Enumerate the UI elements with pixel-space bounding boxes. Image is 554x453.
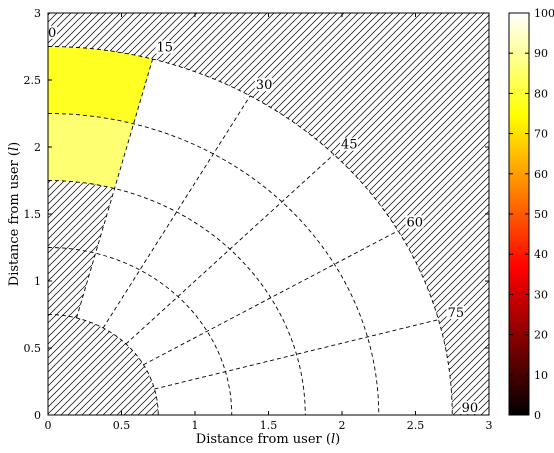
x-axis-title: Distance from user (l)	[196, 432, 340, 447]
angular-grid-line-3	[125, 154, 335, 345]
angle-label-45: 45	[341, 138, 358, 153]
y-tick-label: 0.5	[24, 342, 42, 355]
angular-grid-line-2	[102, 95, 251, 329]
angle-label-60: 60	[406, 215, 423, 230]
colorbar-tick-label: 20	[534, 329, 548, 342]
angle-label-bg-2	[254, 78, 273, 92]
angular-grid-line-4	[143, 230, 399, 366]
radial-grid-arc-4	[48, 46, 453, 415]
x-tick-label: 2.5	[407, 419, 425, 432]
colorbar-tick-label: 50	[534, 208, 548, 221]
angle-label-0: 0	[48, 26, 56, 41]
x-tick-label: 3	[486, 419, 493, 432]
angle-label-30: 30	[256, 78, 273, 93]
colorbar-tick-label: 40	[534, 248, 548, 261]
colorbar-tick-label: 100	[534, 7, 554, 20]
colorbar-tick-label: 80	[534, 87, 548, 100]
x-tick-label: 1	[192, 419, 199, 432]
colorbar-tick-label: 90	[534, 47, 548, 60]
x-tick-label: 0.5	[113, 419, 131, 432]
heatmap-cell-1	[48, 113, 134, 189]
angle-label-bg-5	[446, 305, 465, 319]
y-tick-label: 2.5	[24, 74, 42, 87]
angle-label-bg-4	[405, 215, 424, 229]
annulus-cells-15-90	[76, 59, 453, 415]
x-tick-label: 0	[45, 419, 52, 432]
angle-label-bg-6	[460, 401, 479, 414]
x-tick-label: 2	[339, 419, 346, 432]
colorbar-tick-label: 60	[534, 168, 548, 181]
angle-label-75: 75	[448, 306, 465, 321]
angle-label-15: 15	[157, 41, 174, 56]
y-tick-label: 1	[34, 275, 41, 288]
y-tick-label: 0	[34, 409, 41, 422]
y-tick-label: 3	[34, 7, 41, 20]
angle-label-bg-1	[155, 40, 174, 54]
x-tick-label: 1.5	[260, 419, 278, 432]
angle-label-90: 90	[462, 401, 479, 416]
heatmap-cell-0	[48, 46, 153, 124]
y-tick-label: 1.5	[24, 208, 42, 221]
colorbar-tick-label: 0	[534, 409, 541, 422]
angle-label-bg-3	[340, 137, 359, 151]
y-tick-label: 2	[34, 141, 41, 154]
angular-grid-line-1	[76, 58, 154, 319]
colorbar-tick-label: 10	[534, 369, 548, 382]
colorbar-tick-label: 70	[534, 128, 548, 141]
angle-label-bg-0	[48, 25, 57, 39]
y-axis-title: Distance from user (l)	[7, 142, 22, 286]
colorbar-tick-label: 30	[534, 288, 548, 301]
